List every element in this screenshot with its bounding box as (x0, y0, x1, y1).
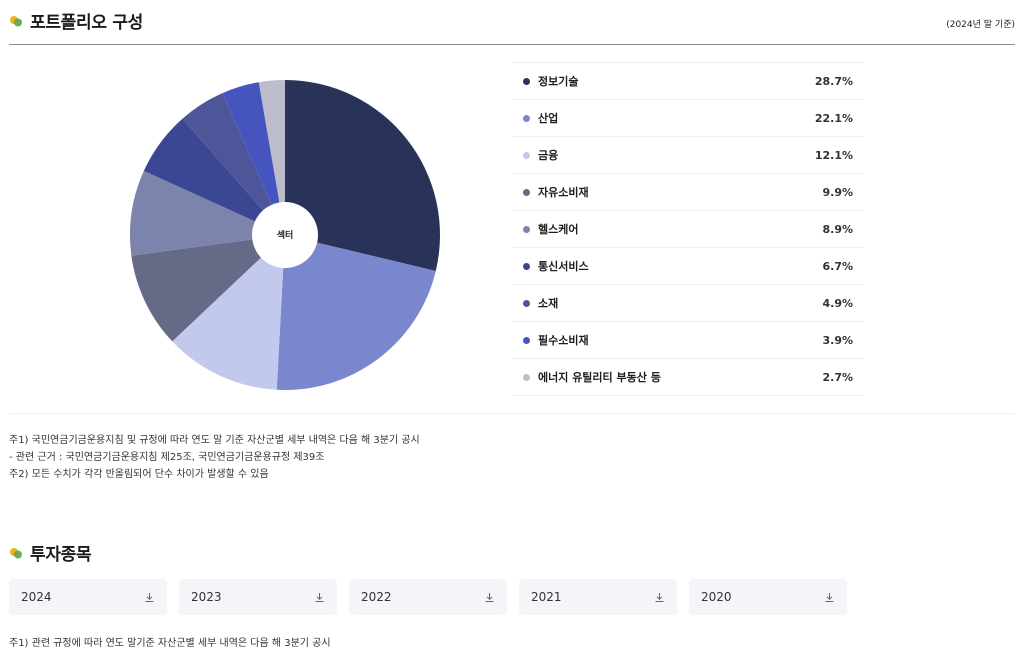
pie-slice-7 (182, 93, 285, 235)
pie-slice-5 (129, 170, 285, 256)
legend-dot-icon (523, 151, 530, 159)
holdings-note: 주1) 관련 규정에 따라 연도 말기준 자산군별 세부 내역은 다음 해 3분… (9, 638, 331, 649)
holdings-header: 투자종목 (9, 540, 92, 565)
download-2024-button[interactable]: 2024 (9, 579, 167, 615)
legend-value: 4.9% (822, 296, 853, 310)
leaf-icon (10, 15, 22, 26)
legend-label: 에너지 유틸리티 부동산 등 (538, 371, 661, 384)
pie-slice-4 (131, 235, 285, 342)
legend-dot-icon (523, 373, 530, 381)
legend-value: 2.7% (822, 370, 853, 384)
legend-item: 헬스케어 8.9% (512, 211, 864, 248)
legend-item: 필수소비재 3.9% (512, 322, 864, 359)
legend-dot-icon (523, 114, 530, 122)
pie-center-label: 섹터 (277, 229, 294, 241)
legend-value: 22.1% (814, 111, 853, 125)
legend-label: 소재 (538, 297, 559, 310)
sector-pie-chart: 섹터 (129, 79, 441, 391)
legend-label: 필수소비재 (538, 334, 589, 347)
legend-dot-icon (523, 262, 530, 270)
download-icon (485, 592, 494, 602)
download-icon (825, 592, 834, 602)
legend-value: 3.9% (822, 333, 853, 347)
legend-item: 정보기술 28.7% (512, 63, 864, 100)
legend-dot-icon (523, 77, 530, 85)
year-label: 2023 (191, 590, 222, 604)
legend-value: 12.1% (814, 148, 853, 162)
legend-label: 통신서비스 (538, 260, 589, 273)
note-line: 주2) 모든 수치가 각각 반올림되어 단수 차이가 발생할 수 있음 (9, 469, 269, 480)
year-download-row: 2024 2023 2022 2021 2020 (9, 579, 847, 615)
pie-slice-2 (276, 235, 436, 391)
pie-slice-9 (258, 80, 285, 235)
pie-slice-6 (143, 118, 285, 235)
legend-item: 자유소비재 9.9% (512, 174, 864, 211)
legend-item: 소재 4.9% (512, 285, 864, 322)
legend-dot-icon (523, 188, 530, 196)
download-icon (655, 592, 664, 602)
year-label: 2021 (531, 590, 562, 604)
legend-dot-icon (523, 299, 530, 307)
legend-value: 8.9% (822, 222, 853, 236)
portfolio-notes: 주1) 국민연금기금운용지침 및 규정에 따라 연도 말 기준 자산군별 세부 … (9, 432, 420, 483)
year-label: 2020 (701, 590, 732, 604)
legend-value: 6.7% (822, 259, 853, 273)
portfolio-header: 포트폴리오 구성 (9, 8, 143, 33)
legend-label: 자유소비재 (538, 186, 589, 199)
basis-date: (2024년 말 기준) (946, 20, 1015, 30)
legend-dot-icon (523, 336, 530, 344)
download-2022-button[interactable]: 2022 (349, 579, 507, 615)
divider (9, 44, 1015, 45)
legend-label: 금융 (538, 149, 559, 162)
legend-value: 9.9% (822, 185, 853, 199)
legend-item: 통신서비스 6.7% (512, 248, 864, 285)
pie-svg: 섹터 (129, 80, 441, 391)
legend-item: 산업 22.1% (512, 100, 864, 137)
legend-label: 정보기술 (538, 75, 579, 88)
legend-dot-icon (523, 225, 530, 233)
legend-value: 28.7% (814, 74, 853, 88)
leaf-icon (10, 547, 22, 558)
download-icon (315, 592, 324, 602)
legend-item: 금융 12.1% (512, 137, 864, 174)
pie-slice-8 (222, 82, 285, 235)
sector-legend: 정보기술 28.7% 산업 22.1% 금융 12.1% 자유소비재 9.9% 헬스케어 8.9%… (512, 62, 864, 396)
download-2023-button[interactable]: 2023 (179, 579, 337, 615)
page-title: 포트폴리오 구성 (30, 13, 143, 33)
legend-label: 헬스케어 (538, 223, 579, 236)
download-2021-button[interactable]: 2021 (519, 579, 677, 615)
legend-item: 에너지 유틸리티 부동산 등 2.7% (512, 359, 864, 396)
section-title: 투자종목 (30, 545, 92, 565)
legend-label: 산업 (538, 112, 559, 125)
pie-center-hole (252, 202, 318, 268)
note-line: 주1) 국민연금기금운용지침 및 규정에 따라 연도 말 기준 자산군별 세부 … (9, 435, 420, 446)
pie-slice-3 (172, 235, 285, 390)
download-icon (145, 592, 154, 602)
year-label: 2024 (21, 590, 52, 604)
divider (9, 413, 1015, 414)
note-line: - 관련 근거 : 국민연금기금운용지침 제25조, 국민연금기금운용규정 제3… (9, 452, 325, 463)
download-2020-button[interactable]: 2020 (689, 579, 847, 615)
year-label: 2022 (361, 590, 392, 604)
pie-slice-1 (285, 80, 441, 271)
